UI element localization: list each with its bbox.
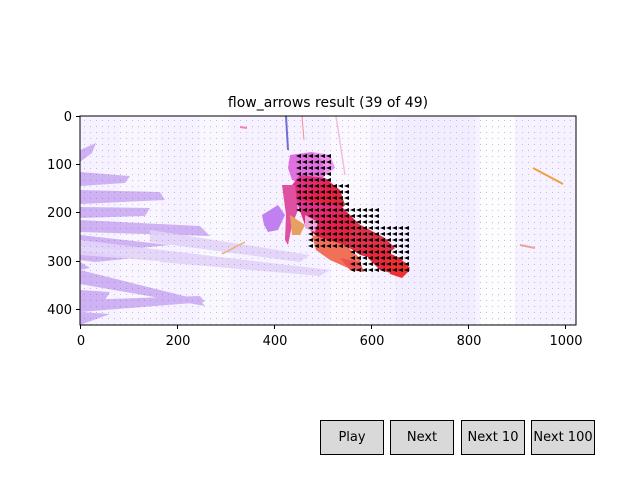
person-flow-region	[262, 152, 410, 278]
x-tick-label: 1000	[549, 334, 582, 349]
leaf-shapes	[80, 143, 210, 325]
x-axis: 0 200 400 600 800 1000	[77, 325, 583, 349]
plot-title: flow_arrows result (39 of 49)	[228, 95, 428, 111]
flow-arrows	[296, 154, 409, 272]
x-tick-label: 200	[166, 334, 191, 349]
x-tick-label: 600	[360, 334, 385, 349]
next-10-button[interactable]: Next 10	[461, 420, 525, 455]
x-tick-label: 800	[457, 334, 482, 349]
y-tick-label: 100	[47, 158, 72, 173]
next-button[interactable]: Next	[390, 420, 454, 455]
flow-image	[80, 116, 576, 325]
y-tick-label: 300	[47, 255, 72, 270]
plot-frame	[79, 115, 577, 326]
x-tick-label: 0	[77, 334, 85, 349]
y-tick-label: 0	[64, 110, 72, 125]
y-axis: 0 100 200 300 400	[47, 110, 80, 318]
y-tick-label: 400	[47, 303, 72, 318]
x-tick-label: 400	[263, 334, 288, 349]
y-tick-label: 200	[47, 206, 72, 221]
play-button[interactable]: Play	[320, 420, 384, 455]
next-100-button[interactable]: Next 100	[531, 420, 595, 455]
